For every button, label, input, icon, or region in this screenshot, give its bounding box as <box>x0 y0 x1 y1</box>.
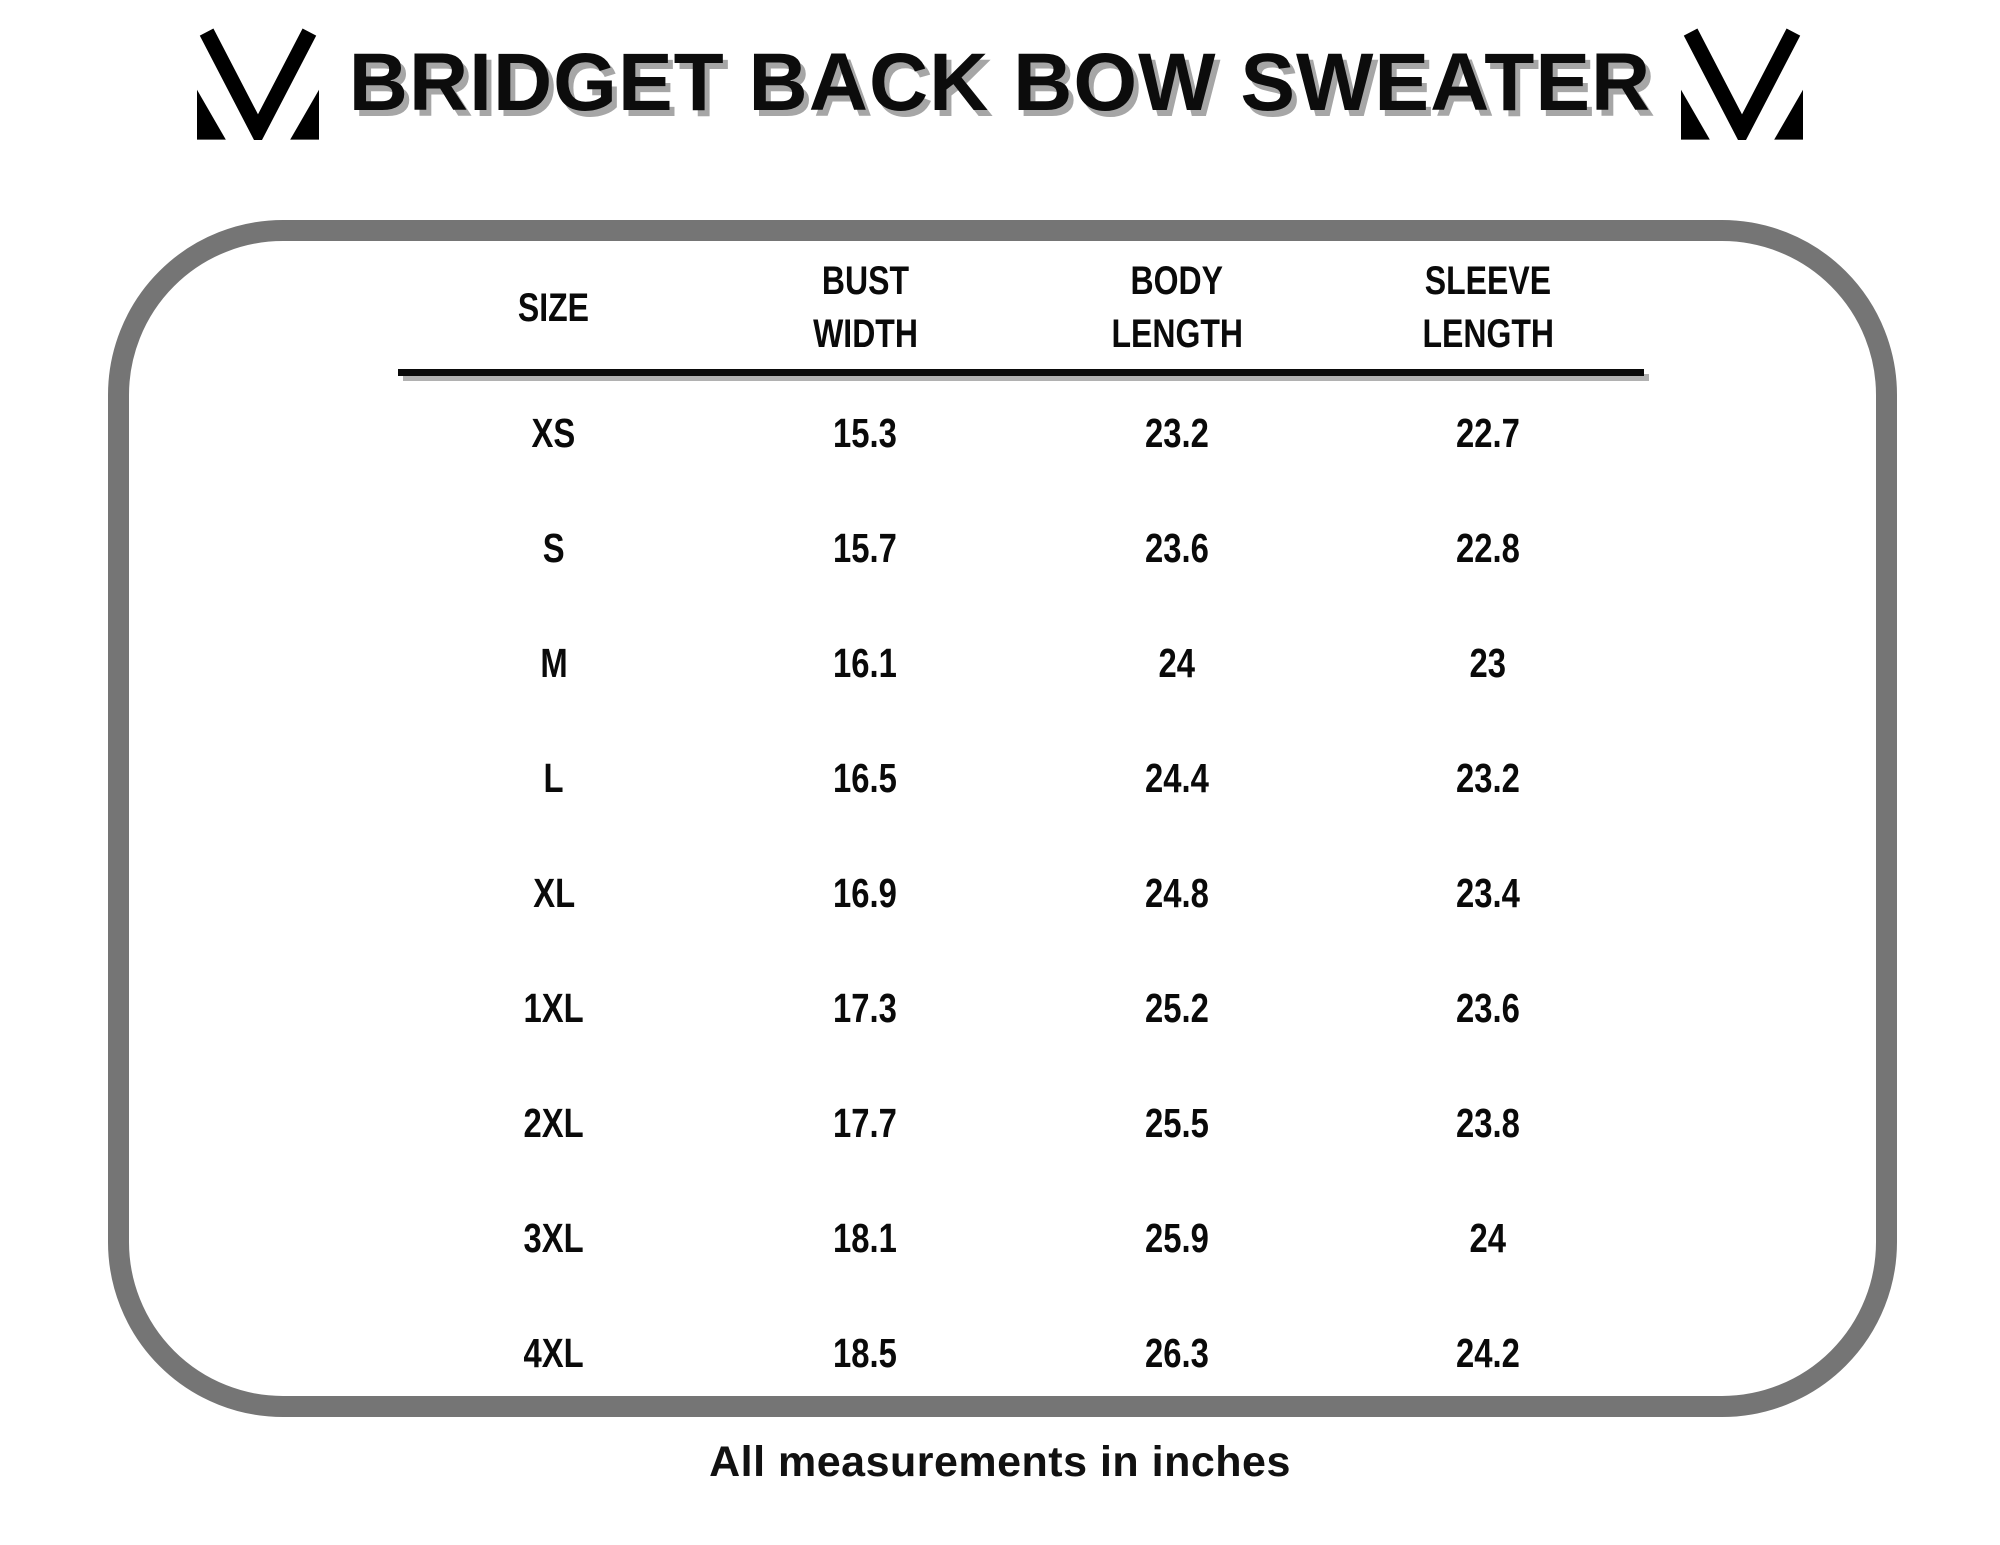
bust-width-value: 16.5 <box>833 755 898 801</box>
body-length-value: 25.2 <box>1144 985 1209 1031</box>
table-row-4xl: 4XL 18.5 26.3 24.2 <box>398 1296 1644 1411</box>
sleeve-length-value: 23.4 <box>1456 870 1521 916</box>
size-chart-table: SIZE BUST WIDTH BODY LENGTH SLEEVE LENGT… <box>398 252 1644 1411</box>
body-length-value: 24.4 <box>1144 755 1209 801</box>
size-label: L <box>543 755 564 801</box>
body-length-value: 24.8 <box>1144 870 1209 916</box>
bust-width-value: 15.3 <box>833 410 898 456</box>
sleeve-length-value: 23 <box>1469 640 1507 686</box>
body-length-value: 24 <box>1158 640 1195 686</box>
table-row-l: L 16.5 24.4 23.2 <box>398 721 1644 836</box>
sleeve-length-value: 22.7 <box>1456 410 1521 456</box>
column-header-body-length: BODY LENGTH <box>1110 259 1243 356</box>
header-row: BRIDGET BACK BOW SWEATER <box>0 26 2000 140</box>
page-title: BRIDGET BACK BOW SWEATER <box>348 37 1652 128</box>
size-label: XS <box>531 410 576 456</box>
table-row-3xl: 3XL 18.1 25.9 24 <box>398 1181 1644 1296</box>
size-label: 2XL <box>523 1100 584 1146</box>
bust-width-value: 17.7 <box>833 1100 898 1146</box>
table-row-xl: XL 16.9 24.8 23.4 <box>398 836 1644 951</box>
column-header-bust-width: BUST WIDTH <box>812 259 918 356</box>
bust-width-value: 18.5 <box>833 1330 898 1376</box>
bust-width-value: 18.1 <box>833 1215 898 1261</box>
brand-monogram-icon <box>1681 28 1804 140</box>
column-header-size: SIZE <box>518 285 590 330</box>
sleeve-length-value: 24 <box>1469 1215 1507 1261</box>
bust-width-value: 16.9 <box>833 870 898 916</box>
bust-width-value: 17.3 <box>833 985 898 1031</box>
size-label: S <box>542 525 565 571</box>
sleeve-length-value: 23.6 <box>1456 985 1521 1031</box>
bust-width-value: 15.7 <box>833 525 898 571</box>
sleeve-length-value: 22.8 <box>1456 525 1521 571</box>
sleeve-length-value: 23.2 <box>1456 755 1521 801</box>
sleeve-length-value: 23.8 <box>1456 1100 1521 1146</box>
size-label: M <box>540 640 568 686</box>
body-length-value: 23.6 <box>1144 525 1209 571</box>
body-length-value: 25.9 <box>1144 1215 1209 1261</box>
table-row-xs: XS 15.3 23.2 22.7 <box>398 376 1644 491</box>
bust-width-value: 16.1 <box>833 640 898 686</box>
column-header-sleeve-length: SLEEVE LENGTH <box>1422 259 1555 356</box>
body-length-value: 26.3 <box>1144 1330 1209 1376</box>
table-row-m: M 16.1 24 23 <box>398 606 1644 721</box>
brand-monogram-icon <box>196 28 319 140</box>
table-row-2xl: 2XL 17.7 25.5 23.8 <box>398 1066 1644 1181</box>
size-label: 1XL <box>523 985 584 1031</box>
body-length-value: 25.5 <box>1144 1100 1209 1146</box>
chart-frame <box>108 220 1897 1417</box>
measurements-note: All measurements in inches <box>709 1438 1291 1486</box>
sleeve-length-value: 24.2 <box>1456 1330 1521 1376</box>
size-label: XL <box>532 870 575 916</box>
header-underline <box>398 369 1644 376</box>
table-row-1xl: 1XL 17.3 25.2 23.6 <box>398 951 1644 1066</box>
size-label: 3XL <box>523 1215 584 1261</box>
body-length-value: 23.2 <box>1144 410 1209 456</box>
table-row-s: S 15.7 23.6 22.8 <box>398 491 1644 606</box>
size-label: 4XL <box>523 1330 584 1376</box>
table-header-row: SIZE BUST WIDTH BODY LENGTH SLEEVE LENGT… <box>398 252 1644 364</box>
